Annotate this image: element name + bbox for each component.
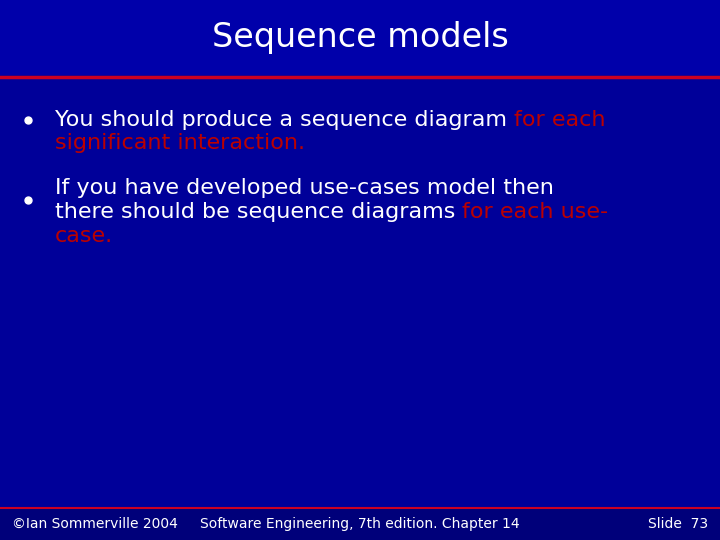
Bar <box>0 0 720 75</box>
Text: significant interaction.: significant interaction. <box>55 133 305 153</box>
Text: Sequence models: Sequence models <box>212 21 508 54</box>
Text: there should be sequence diagrams: there should be sequence diagrams <box>55 202 462 222</box>
Bar <box>0 508 720 540</box>
Text: If you have developed use-cases model then: If you have developed use-cases model th… <box>55 178 554 198</box>
Text: Slide  73: Slide 73 <box>648 517 708 531</box>
Text: ©Ian Sommerville 2004: ©Ian Sommerville 2004 <box>12 517 178 531</box>
Text: for each: for each <box>514 110 606 130</box>
Text: case.: case. <box>55 226 113 246</box>
Text: for each use-: for each use- <box>462 202 608 222</box>
Text: You should produce a sequence diagram: You should produce a sequence diagram <box>55 110 514 130</box>
Text: Software Engineering, 7th edition. Chapter 14: Software Engineering, 7th edition. Chapt… <box>200 517 520 531</box>
